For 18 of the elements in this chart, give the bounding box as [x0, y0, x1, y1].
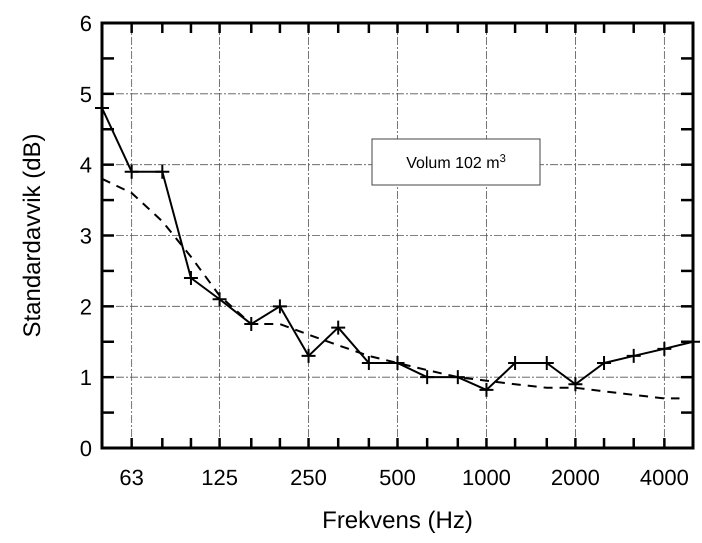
- x-tick-label: 250: [290, 465, 327, 490]
- annotation: Volum 102 m$^{3}$: [406, 153, 506, 172]
- y-tick-label: 5: [80, 82, 92, 107]
- x-axis-title: Frekvens (Hz): [322, 507, 473, 534]
- y-tick-label: 6: [80, 11, 92, 36]
- x-tick-label: 4000: [640, 465, 689, 490]
- y-tick-label: 0: [80, 436, 92, 461]
- y-tick-label: 1: [80, 365, 92, 390]
- x-tick-label: 1000: [462, 465, 511, 490]
- y-tick-label: 2: [80, 294, 92, 320]
- y-tick-label: 3: [80, 224, 92, 248]
- x-tick-label: 125: [201, 465, 238, 490]
- y-axis-title: Standardavvik (dB): [19, 133, 46, 338]
- text-box: Volum 102 m$^{3}$: [372, 138, 540, 186]
- x-tick-label: 63: [119, 465, 144, 490]
- x-tick-label: 2000: [550, 465, 600, 490]
- x-tick-label: 500: [379, 465, 416, 490]
- y-tick-label: 4: [80, 152, 92, 178]
